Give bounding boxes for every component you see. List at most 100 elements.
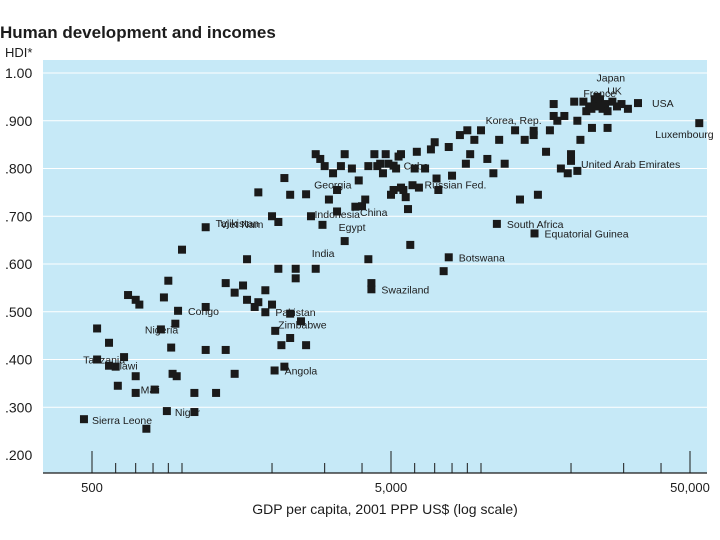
data-point [389, 185, 398, 194]
data-point-south-africa [492, 219, 501, 228]
axes [43, 451, 707, 474]
data-point-uk [591, 102, 600, 111]
data-point [406, 240, 415, 249]
point-label-china: China [360, 207, 388, 219]
data-point [553, 116, 562, 125]
data-point [414, 183, 423, 192]
data-point [489, 169, 498, 178]
point-label-georgia: Georgia [314, 179, 352, 191]
data-point [277, 341, 286, 350]
data-point [291, 264, 300, 273]
data-point [230, 369, 239, 378]
point-label-sierra-leone: Sierra Leone [92, 415, 152, 427]
data-point-russian-fed [432, 174, 441, 183]
data-point [384, 159, 393, 168]
point-label-luxembourg: Luxembourg [655, 129, 714, 141]
data-point [302, 341, 311, 350]
data-point [603, 107, 612, 116]
data-point [291, 274, 300, 283]
data-point-luxembourg [695, 119, 704, 128]
data-point [613, 102, 622, 111]
x-tick-label: 5,000 [375, 480, 408, 495]
point-label-nigeria: Nigeria [145, 324, 178, 336]
data-point [404, 205, 413, 214]
data-point [381, 150, 390, 159]
data-point [347, 164, 356, 173]
data-point [623, 104, 632, 113]
point-label-mali: Mali [141, 385, 160, 397]
y-tick-label: .800 [5, 161, 32, 177]
data-point [399, 185, 408, 194]
point-label-south-africa: South Africa [507, 219, 564, 231]
data-point [549, 111, 558, 120]
data-point [254, 298, 263, 307]
data-point [495, 135, 504, 144]
data-point-tanzania [93, 355, 102, 364]
data-point [164, 276, 173, 285]
data-point [582, 107, 591, 116]
data-point [320, 162, 329, 171]
data-point [131, 295, 140, 304]
data-point-swaziland [367, 285, 376, 294]
data-points [79, 92, 704, 433]
data-point-congo [174, 306, 183, 315]
point-label-zimbabwe: Zimbabwe [278, 320, 327, 332]
data-point [190, 408, 199, 417]
data-point [93, 324, 102, 333]
data-point [212, 388, 221, 397]
data-point [354, 176, 363, 185]
data-point [131, 372, 140, 381]
data-point [268, 300, 277, 309]
data-point [608, 97, 617, 106]
point-label-tajikistan: Tajikistan [216, 218, 259, 230]
data-point [500, 159, 509, 168]
data-point [159, 293, 168, 302]
data-point [311, 150, 320, 159]
data-point [466, 150, 475, 159]
data-point [511, 126, 520, 135]
data-point [412, 147, 421, 156]
data-point [221, 279, 230, 288]
data-point-mali [150, 385, 159, 394]
data-point-korea-rep [529, 126, 538, 135]
data-point-malawi [105, 361, 114, 370]
point-label-swaziland: Swaziland [381, 284, 429, 296]
point-label-malawi: Malawi [105, 361, 138, 373]
data-point [336, 162, 345, 171]
data-point [168, 369, 177, 378]
data-point [364, 162, 373, 171]
data-point [430, 138, 439, 147]
data-point-united-arab-emirates [567, 156, 576, 165]
data-point [483, 154, 492, 163]
data-point [171, 319, 180, 328]
data-point [573, 116, 582, 125]
data-point-georgia [302, 190, 311, 199]
data-point [190, 388, 199, 397]
data-point-sierra-leone [79, 415, 88, 424]
point-label-equatorial-guinea: Equatorial Guinea [545, 228, 629, 240]
data-point [448, 171, 457, 180]
data-point [254, 188, 263, 197]
data-point [271, 326, 280, 335]
data-point-viet-nam [274, 217, 283, 226]
data-point [593, 92, 602, 101]
data-point [520, 135, 529, 144]
y-axis-label: HDI* [5, 45, 32, 60]
data-point [421, 164, 430, 173]
x-tick-labels: 500 5,000 50,000 [81, 480, 710, 495]
data-point [461, 159, 470, 168]
y-tick-label: .300 [5, 399, 32, 415]
data-point-japan [596, 101, 605, 110]
chart-title: Human development and incomes [0, 23, 276, 42]
point-label-russian-fed: Russian Fed. [425, 180, 487, 192]
point-label-france: France [583, 88, 616, 100]
data-point-equatorial-guinea [530, 229, 539, 238]
data-point [274, 264, 283, 273]
data-point [296, 317, 305, 326]
data-point [351, 202, 360, 211]
data-point [120, 353, 129, 362]
point-label-congo: Congo [188, 306, 219, 318]
data-point-china [358, 202, 367, 211]
point-label-uk: UK [607, 85, 622, 97]
